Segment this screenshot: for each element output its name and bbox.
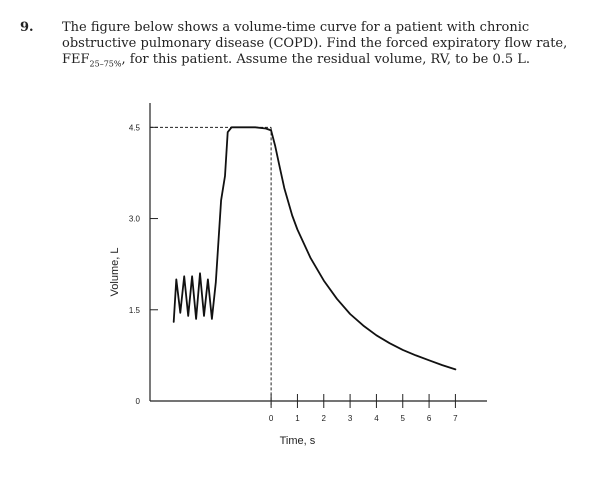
problem-line-1: The figure below shows a volume-time cur… (62, 20, 530, 35)
fef-subscript: 25–75% (89, 59, 122, 69)
x-axis-title: Time, s (280, 435, 316, 447)
problem-line-2: obstructive pulmonary disease (COPD). Fi… (62, 36, 568, 51)
forced-expiration-curve (270, 129, 457, 371)
x-tick-label: 5 (401, 414, 406, 423)
x-tick-label: 6 (427, 414, 432, 423)
x-tick-label: 7 (453, 414, 458, 423)
x-tick-label: 2 (322, 414, 327, 423)
y-tick-label: 1.5 (129, 306, 141, 315)
x-tick-label: 1 (295, 414, 300, 423)
y-tick-label: 0 (136, 397, 141, 406)
problem-number: 9. (20, 20, 34, 35)
inspiration-curve (172, 126, 273, 323)
fef-symbol: FEF (62, 52, 90, 67)
problem-text: The figure below shows a volume-time cur… (62, 20, 582, 68)
problem-line-3-rest: , for this patient. Assume the residual … (121, 52, 531, 67)
x-tick-label: 3 (348, 414, 353, 423)
x-tick-label: 0 (269, 414, 274, 423)
problem-line-3: FEF25–75%, for this patient. Assume the … (62, 52, 582, 68)
y-tick-label: 3.0 (129, 215, 141, 224)
y-axis-title: Volume, L (109, 248, 121, 297)
y-tick-label: 4.5 (129, 123, 141, 132)
x-tick-label: 4 (374, 414, 379, 423)
